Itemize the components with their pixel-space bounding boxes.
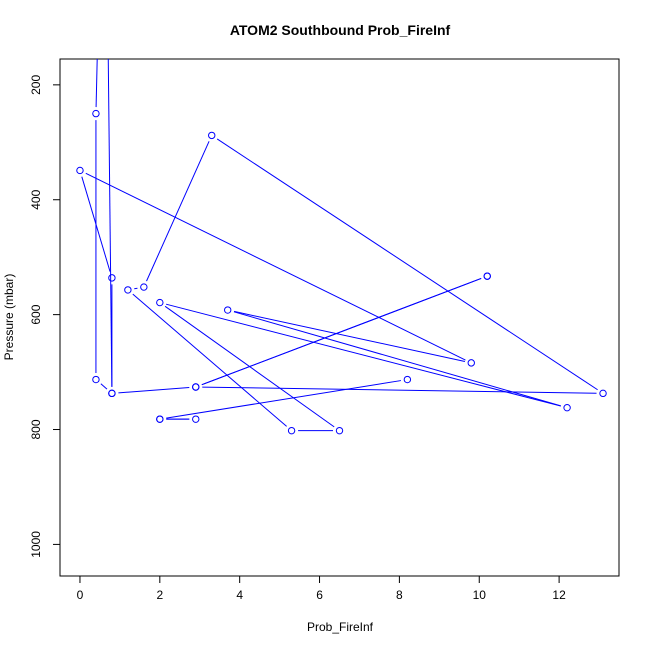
x-tick-label: 10 bbox=[473, 588, 487, 602]
data-point bbox=[224, 306, 232, 314]
x-tick-label: 0 bbox=[77, 588, 84, 602]
series-segment bbox=[202, 386, 597, 394]
data-point bbox=[76, 166, 84, 175]
data-point bbox=[108, 389, 116, 398]
data-series bbox=[192, 272, 491, 391]
series-segment bbox=[107, 59, 113, 387]
y-tick-label: 200 bbox=[29, 75, 43, 95]
data-series bbox=[156, 375, 412, 423]
series-layer bbox=[76, 24, 607, 435]
data-point bbox=[599, 389, 607, 398]
series-segment bbox=[233, 310, 466, 362]
x-tick-label: 2 bbox=[156, 588, 163, 602]
x-axis-label: Prob_FireInf bbox=[307, 620, 374, 634]
x-axis: 0 2 4 6 8 10 12 bbox=[77, 575, 566, 602]
y-axis-label: Pressure (mbar) bbox=[2, 274, 16, 361]
data-point bbox=[208, 131, 216, 140]
data-point bbox=[92, 109, 100, 118]
data-point bbox=[105, 24, 111, 30]
data-point bbox=[192, 383, 200, 391]
data-point bbox=[335, 426, 344, 435]
y-tick-label: 1000 bbox=[29, 531, 43, 558]
y-axis: 200 400 600 800 1000 bbox=[29, 75, 61, 558]
series-segment bbox=[216, 138, 598, 391]
series-segment bbox=[81, 176, 111, 272]
data-point bbox=[563, 403, 571, 412]
y-tick-label: 800 bbox=[29, 419, 43, 439]
data-point bbox=[108, 274, 116, 282]
series-segment bbox=[233, 311, 561, 407]
series-segment bbox=[166, 380, 402, 419]
y-tick-label: 400 bbox=[29, 189, 43, 209]
data-point bbox=[124, 286, 132, 294]
x-tick-label: 4 bbox=[236, 588, 243, 602]
x-tick-label: 12 bbox=[552, 588, 566, 602]
data-point bbox=[403, 375, 412, 384]
data-point bbox=[156, 298, 164, 307]
series-segment bbox=[132, 293, 287, 427]
data-point bbox=[92, 375, 100, 384]
series-segment bbox=[85, 172, 466, 361]
x-tick-label: 6 bbox=[316, 588, 323, 602]
chart-title: ATOM2 Southbound Prob_FireInf bbox=[230, 22, 451, 38]
series-segment bbox=[100, 383, 108, 390]
data-point bbox=[140, 283, 148, 291]
data-point bbox=[287, 426, 296, 435]
data-point bbox=[192, 415, 200, 423]
series-segment bbox=[165, 303, 561, 407]
data-point bbox=[467, 359, 475, 367]
x-tick-label: 8 bbox=[396, 588, 403, 602]
series-segment bbox=[134, 287, 138, 290]
plot-area-border bbox=[59, 58, 620, 577]
series-segment bbox=[146, 141, 210, 282]
data-point bbox=[483, 272, 491, 280]
series-segment bbox=[201, 277, 482, 386]
series-segment bbox=[95, 59, 98, 108]
data-point bbox=[95, 24, 101, 30]
series-segment bbox=[118, 386, 190, 394]
y-tick-label: 600 bbox=[29, 304, 43, 324]
data-point bbox=[156, 415, 164, 423]
data-series bbox=[76, 24, 607, 435]
